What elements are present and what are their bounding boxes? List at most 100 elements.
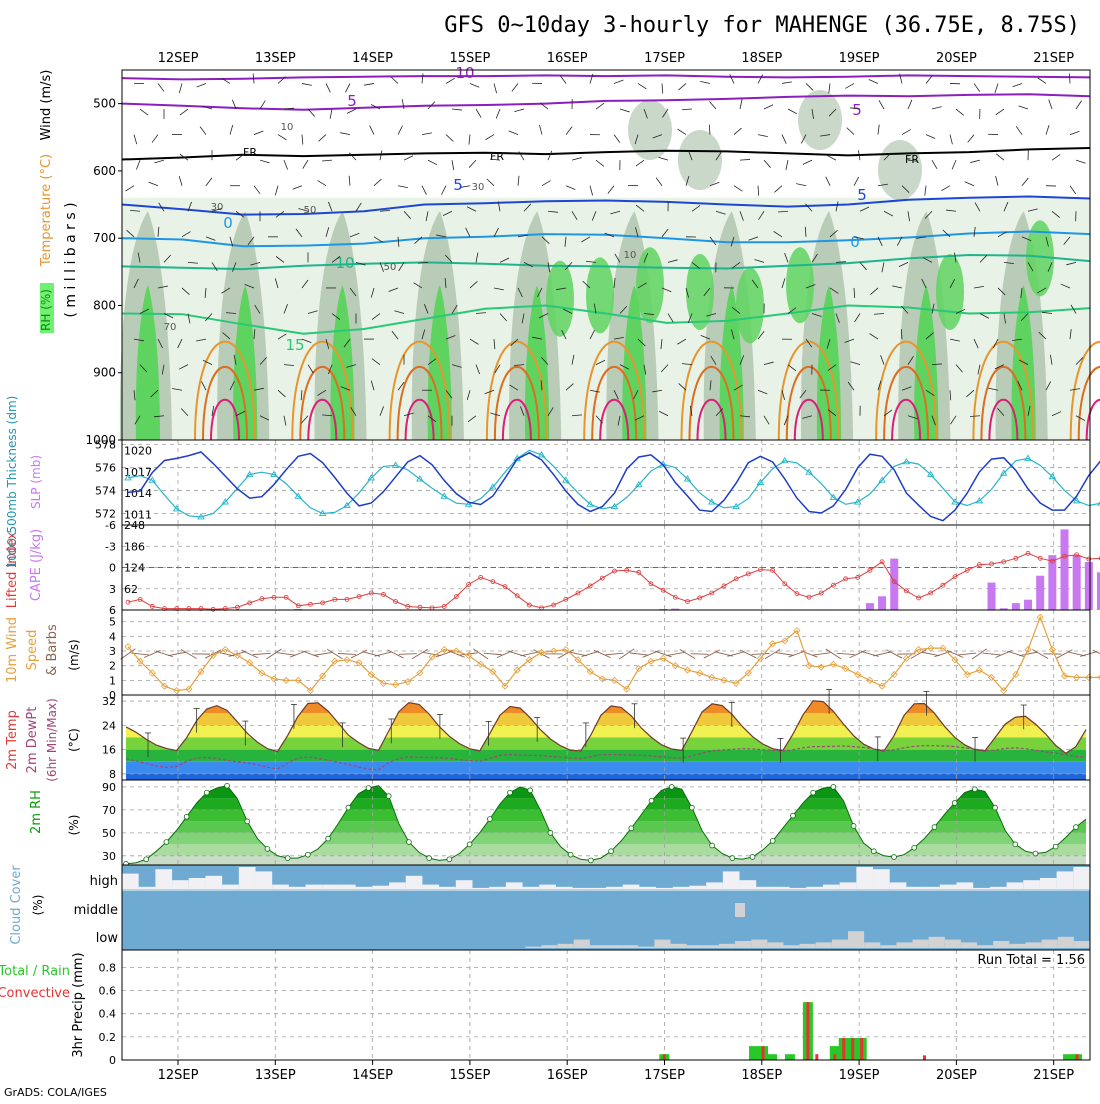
rh-point: [972, 787, 977, 792]
wind-barb-10m: [727, 652, 744, 657]
precip-total-bar: [767, 1054, 777, 1060]
li-tick-label: -3: [105, 540, 116, 553]
wind-axis-label-a: 10m Wind: [5, 617, 20, 683]
slp-tick-label: 1020: [124, 445, 152, 458]
bottom-date-label: 16SEP: [547, 1068, 588, 1083]
cloud-high-bar: [189, 878, 206, 889]
precip-convective-bar: [860, 1038, 863, 1060]
cloud-high-bar: [1057, 871, 1074, 889]
cloud-low-bar: [525, 947, 541, 948]
wind-barb-10m: [1080, 651, 1097, 656]
top-date-label: 18SEP: [741, 51, 782, 66]
cloud-high-bar: [1007, 882, 1024, 889]
wind-barb-10m: [666, 652, 684, 655]
cape-tick-label: 62: [124, 583, 138, 596]
temp-tick-label: 16: [102, 744, 116, 757]
top-date-label: 16SEP: [547, 51, 588, 66]
slp-tick-label: 1014: [124, 487, 152, 500]
cloud-low-bar: [832, 940, 848, 948]
wind-tick-label: 4: [109, 630, 116, 643]
rh-point: [144, 857, 149, 862]
pressure-tick-label: 900: [93, 366, 116, 380]
rh-band: [122, 810, 1090, 821]
cloud-high-bar: [906, 887, 923, 889]
wind-barb-10m: [619, 649, 634, 659]
cloud-high-bar: [756, 887, 773, 889]
rh-point: [204, 790, 209, 795]
cloud-low-bar: [719, 944, 735, 948]
cloud-low-bar: [816, 942, 832, 948]
contour-label: FR: [490, 150, 504, 163]
precip-tick-label: 0: [109, 1054, 116, 1067]
rh-shade-green-cell: [936, 254, 964, 330]
rh-point: [629, 826, 634, 831]
cloud-low-bar: [558, 944, 574, 948]
rh-shade-upper: [678, 130, 722, 190]
rh-point: [447, 857, 452, 862]
cloud-high-bar: [306, 885, 323, 889]
cloud-high-bar: [773, 887, 790, 889]
rh-shade-upper: [798, 90, 842, 150]
cloud-high-bar: [456, 880, 473, 889]
li-tick-label: -6: [105, 519, 116, 532]
rh-point: [386, 794, 391, 799]
rh-tick-label: 70: [102, 804, 116, 817]
wind-axis-label-c: & Barbs: [45, 624, 60, 676]
wind-barb-10m: [314, 653, 332, 656]
rh-point: [750, 855, 755, 860]
rh-point: [568, 852, 573, 857]
temp-axis-unit: (°C): [67, 728, 81, 752]
rh-point: [407, 840, 412, 845]
rh-point: [730, 856, 735, 861]
wind-barb-10m: [582, 651, 599, 656]
cloud-axis-label: Cloud Cover: [9, 865, 24, 945]
cloud-low-bar: [880, 945, 896, 948]
slp-tick-label: 1017: [124, 466, 152, 479]
cloud-low-bar: [961, 942, 977, 948]
top-date-label: 12SEP: [158, 51, 199, 66]
precip-convective-bar: [833, 1054, 836, 1060]
contour-label: FR: [243, 146, 257, 159]
rh-point: [1053, 844, 1058, 849]
cloud-high-bar: [1040, 878, 1057, 889]
cloud-high-bar: [256, 871, 273, 889]
rh-tick-label: 30: [102, 850, 116, 863]
cloud-axis-unit: (%): [31, 895, 45, 916]
wind-barb-10m: [521, 652, 539, 656]
cloud-high-bar: [673, 887, 690, 889]
cloud-high-bar: [139, 887, 156, 889]
contour-label: 10: [624, 250, 637, 261]
cloud-high-bar: [689, 886, 706, 889]
cloud-high-bar: [990, 887, 1007, 889]
cape-tick-label: 186: [124, 540, 145, 553]
cloud-high-bar: [790, 888, 807, 889]
temp-tick-label: 8: [109, 768, 116, 781]
rh-point: [1013, 842, 1018, 847]
cloud-high-bar: [222, 885, 239, 889]
contour-label: 10: [455, 64, 474, 82]
cloud-low-bar: [864, 942, 880, 948]
wind-barb-10m: [253, 653, 271, 654]
wind-barb-10m: [837, 653, 855, 654]
temp-axis-label-b: 2m DewPt: [25, 707, 40, 774]
rh-point: [851, 824, 856, 829]
cloud-high-bar: [406, 876, 423, 889]
millibars-label: ( m i l l i b a r s ): [63, 202, 79, 317]
wind-barb-10m: [922, 652, 940, 655]
cloud-high-bar: [606, 887, 623, 889]
wind-barb-10m: [972, 649, 987, 659]
cape-bar: [1085, 562, 1093, 610]
cloud-high-bar: [322, 885, 339, 889]
precip-tick-label: 0.6: [99, 985, 117, 998]
wind-barb: [1069, 73, 1070, 83]
temperature-band: [122, 713, 1090, 725]
wind-barb-10m: [302, 651, 319, 657]
temperature-band: [122, 762, 1090, 774]
precip-convective-bar: [815, 1054, 818, 1060]
wind-barb-10m: [958, 653, 976, 655]
wind-barb-10m: [277, 653, 295, 656]
top-date-label: 19SEP: [839, 51, 880, 66]
temp-tick-label: 24: [102, 719, 116, 732]
cloud-low-bar: [1074, 941, 1090, 948]
